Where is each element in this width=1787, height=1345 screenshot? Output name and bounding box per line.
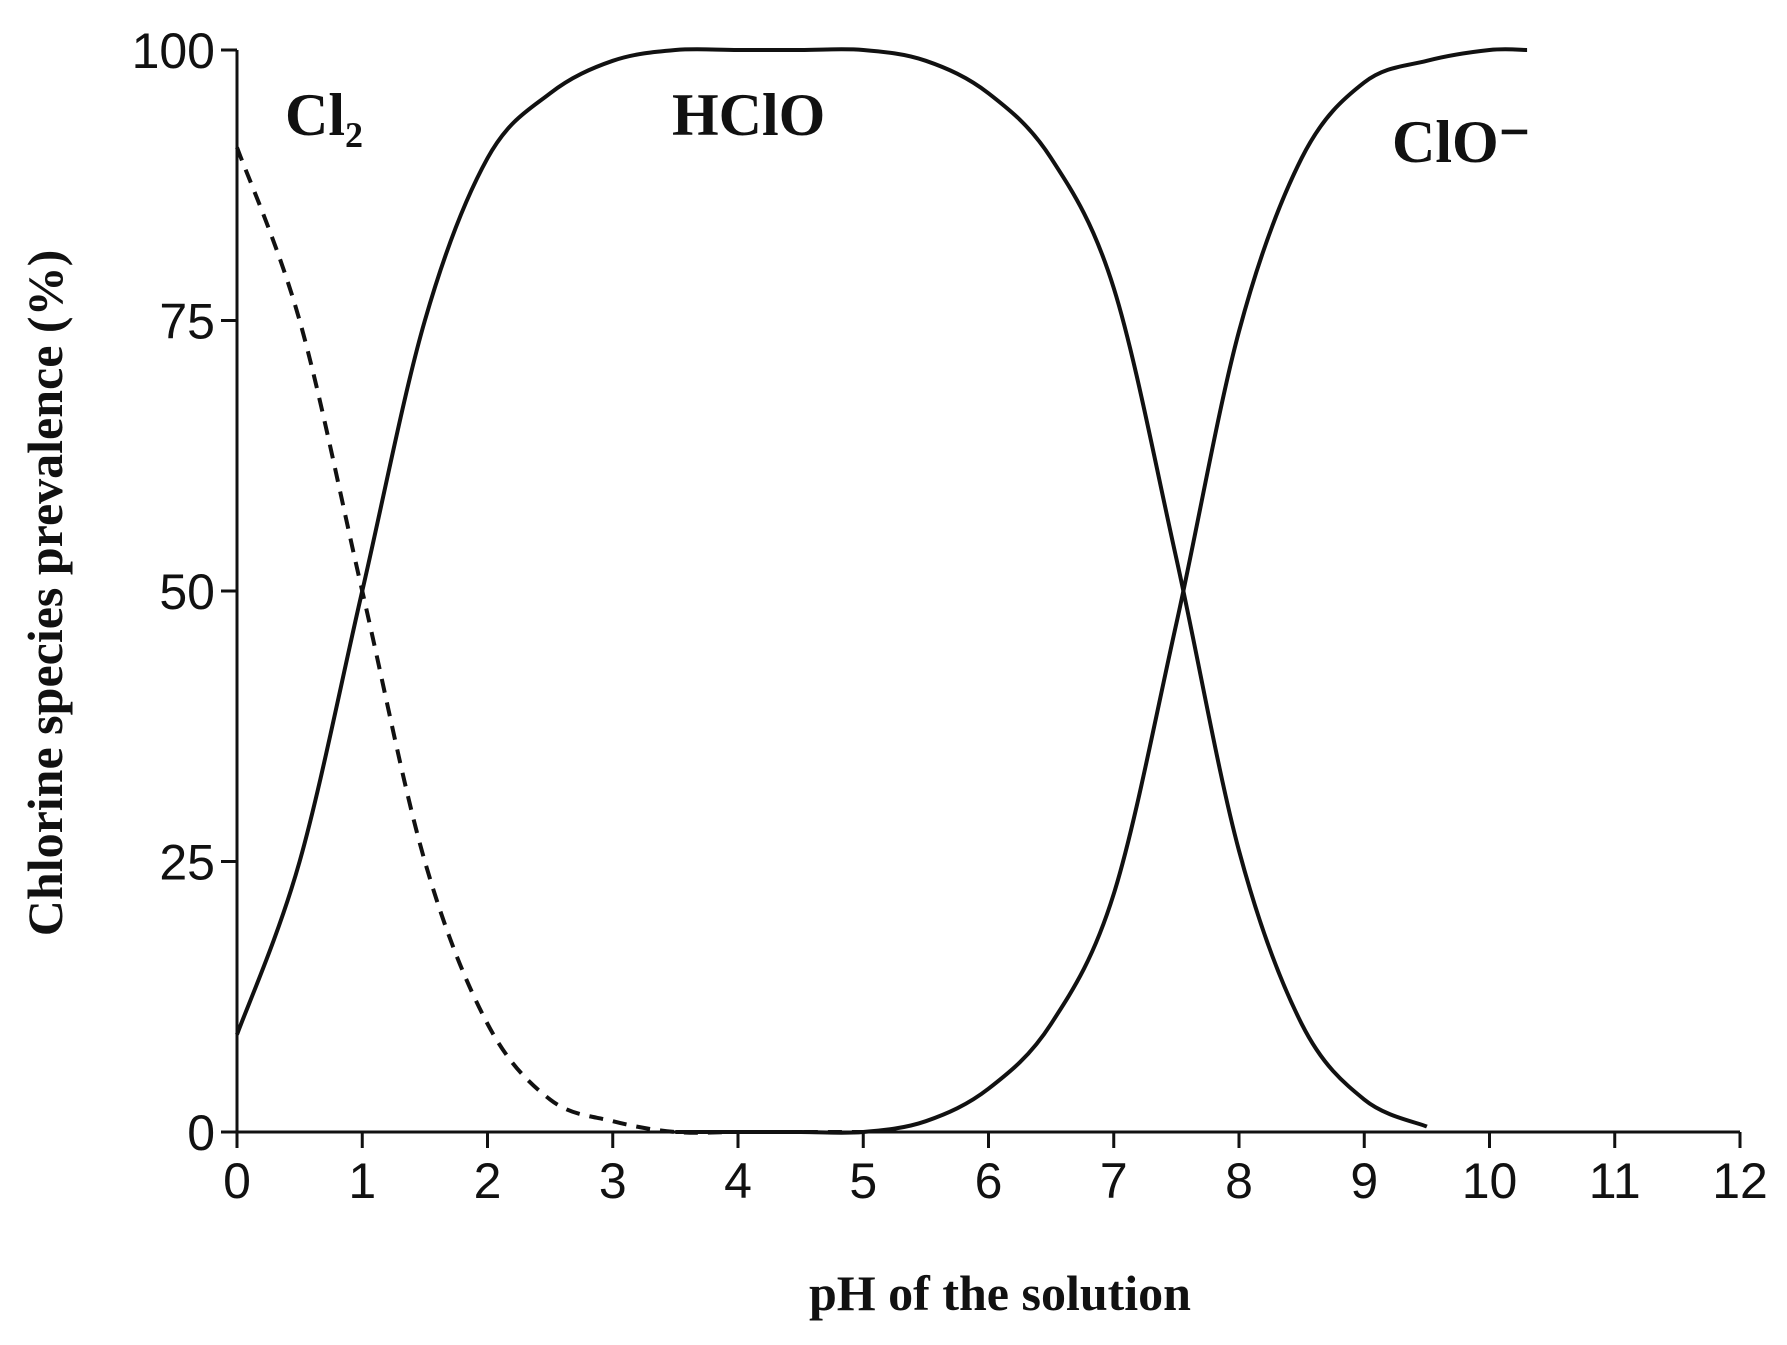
y-tick-label: 50 (159, 564, 215, 620)
y-tick-label: 25 (159, 835, 215, 891)
x-tick-label: 5 (849, 1153, 877, 1209)
y-tick-label: 100 (132, 23, 215, 79)
series-line (235, 146, 864, 1135)
series-line (235, 47, 1428, 1129)
series-label: HClO (672, 82, 825, 148)
series-label: ClO⁻ (1392, 109, 1530, 175)
x-tick-label: 12 (1712, 1153, 1768, 1209)
x-tick-label: 8 (1225, 1153, 1253, 1209)
y-tick-label: 75 (159, 294, 215, 350)
x-tick-label: 11 (1589, 1153, 1641, 1209)
x-tick-label: 2 (474, 1153, 502, 1209)
y-tick-label: 0 (187, 1105, 215, 1161)
x-tick-label: 9 (1350, 1153, 1378, 1209)
x-tick-label: 3 (599, 1153, 627, 1209)
y-axis-title: Chlorine species prevalence (%) (17, 250, 73, 936)
x-tick-label: 1 (348, 1153, 376, 1209)
series-line (675, 47, 1528, 1135)
x-tick-label: 4 (724, 1153, 752, 1209)
series-label: Cl₂ (285, 82, 363, 148)
x-axis-title: pH of the solution (809, 1265, 1191, 1321)
x-tick-label: 7 (1100, 1153, 1128, 1209)
x-tick-label: 0 (223, 1153, 251, 1209)
x-tick-label: 10 (1462, 1153, 1518, 1209)
x-tick-label: 6 (975, 1153, 1003, 1209)
